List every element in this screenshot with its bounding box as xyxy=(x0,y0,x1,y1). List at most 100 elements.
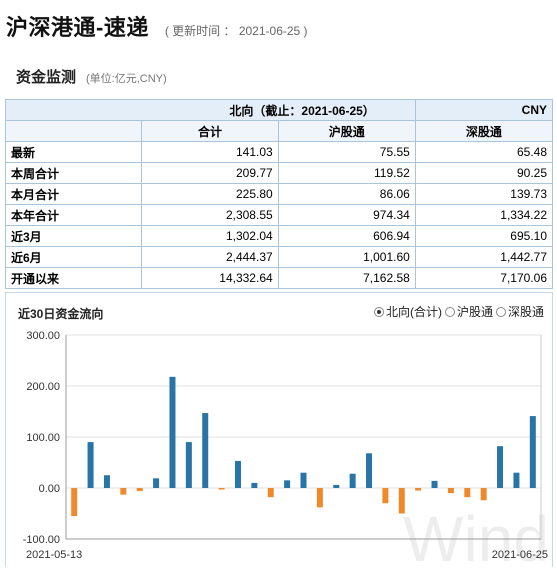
table-row: 本月合计 225.80 86.06 139.73 xyxy=(4,183,554,205)
radio-unselected-icon xyxy=(444,306,455,317)
cell-value: 1,334.22 xyxy=(414,204,554,226)
row-label: 近6月 xyxy=(4,246,143,268)
chart-bar xyxy=(415,488,422,491)
series-selector: 北向(合计) 沪股通 深股通 xyxy=(371,303,544,320)
radio-northbound-total[interactable]: 北向(合计) xyxy=(373,303,442,320)
chart-bar xyxy=(136,488,143,492)
fund-monitor-table: 北向（截止：2021-06-25） CNY 合计 沪股通 深股通 最新 141.… xyxy=(4,99,554,289)
chart-bar xyxy=(480,488,487,501)
y-tick-label: -100.00 xyxy=(23,534,60,546)
cell-value: 139.73 xyxy=(414,183,554,205)
cell-value: 225.80 xyxy=(141,183,279,205)
row-label: 本年合计 xyxy=(4,204,143,226)
watermark-text: Wind xyxy=(403,503,549,568)
cell-value: 75.55 xyxy=(277,141,416,163)
cell-value: 2,444.37 xyxy=(141,246,279,268)
column-header: 合计 xyxy=(141,120,279,142)
row-label: 本周合计 xyxy=(4,162,143,184)
update-time: ( 更新时间 ： 2021-06-25 ) xyxy=(164,24,308,38)
row-label: 开通以来 xyxy=(4,267,143,289)
cell-value: 695.10 xyxy=(414,225,554,247)
table-row: 本年合计 2,308.55 974.34 1,334.22 xyxy=(4,204,554,226)
section-header: 资金监测 (单位:亿元,CNY) xyxy=(16,66,167,87)
radio-shenzhen-connect[interactable]: 深股通 xyxy=(495,303,544,320)
chart-bar xyxy=(497,446,504,488)
table-row: 本周合计 209.77 119.52 90.25 xyxy=(4,162,554,184)
chart-bar xyxy=(349,473,356,488)
cell-value: 7,162.58 xyxy=(277,267,416,289)
radio-selected-icon xyxy=(373,306,384,317)
cell-value: 14,332.64 xyxy=(141,267,279,289)
table-column-header-row: 合计 沪股通 深股通 xyxy=(4,120,554,142)
chart-bar xyxy=(71,488,78,517)
chart-bar xyxy=(153,478,160,488)
cell-value: 65.48 xyxy=(414,141,554,163)
chart-bar xyxy=(251,482,258,488)
page-title: 沪深港通-速递 xyxy=(6,15,149,40)
column-header-blank xyxy=(4,120,143,142)
radio-unselected-icon xyxy=(495,306,506,317)
currency-label: CNY xyxy=(414,99,554,121)
chart-bar xyxy=(529,416,536,488)
y-tick-label: 100.00 xyxy=(26,432,60,444)
chart-bar xyxy=(447,488,454,494)
cell-value: 1,442.77 xyxy=(414,246,554,268)
row-label: 近3月 xyxy=(4,225,143,247)
cell-value: 90.25 xyxy=(414,162,554,184)
fund-flow-chart-panel: 近30日资金流向 北向(合计) 沪股通 深股通 Wind -100.00 0.00 1… xyxy=(5,292,553,568)
table-group-header-row: 北向（截止：2021-06-25） CNY xyxy=(5,99,554,121)
chart-bar xyxy=(333,484,340,488)
section-title: 资金监测 xyxy=(16,69,77,86)
y-tick-label: 300.00 xyxy=(26,330,60,342)
section-unit: (单位:亿元,CNY) xyxy=(86,73,167,85)
chart-bar xyxy=(103,475,110,488)
chart-bar xyxy=(87,442,94,488)
chart-bar xyxy=(218,488,225,490)
table-row: 开通以来 14,332.64 7,162.58 7,170.06 xyxy=(4,267,554,289)
x-tick-label: 2021-05-13 xyxy=(26,549,82,561)
chart-bar xyxy=(284,480,291,488)
chart-bar xyxy=(185,442,192,488)
radio-label: 北向(合计) xyxy=(385,305,442,319)
y-tick-label: 0.00 xyxy=(39,483,60,495)
chart-bar xyxy=(300,472,307,488)
radio-shanghai-connect[interactable]: 沪股通 xyxy=(444,303,493,320)
chart-bar xyxy=(513,472,520,488)
column-header: 沪股通 xyxy=(277,120,416,142)
table-row: 近3月 1,302.04 606.94 695.10 xyxy=(4,225,554,247)
chart-bar xyxy=(120,488,127,495)
chart-bar xyxy=(366,453,373,488)
x-tick-label: 2021-06-25 xyxy=(492,549,548,561)
radio-label: 深股通 xyxy=(507,305,544,319)
cell-value: 141.03 xyxy=(141,141,279,163)
y-tick-label: 200.00 xyxy=(26,381,60,393)
chart-bar xyxy=(169,376,176,488)
group-header: 北向（截止：2021-06-25） xyxy=(5,99,416,121)
cell-value: 974.34 xyxy=(277,204,416,226)
chart-bar xyxy=(202,413,209,488)
chart-bar xyxy=(316,488,323,508)
cell-value: 2,308.55 xyxy=(141,204,279,226)
chart-bar xyxy=(382,488,389,504)
cell-value: 606.94 xyxy=(277,225,416,247)
table-row: 近6月 2,444.37 1,001.60 1,442.77 xyxy=(4,246,554,268)
row-label: 最新 xyxy=(4,141,143,163)
column-header: 深股通 xyxy=(414,120,554,142)
chart-bar xyxy=(398,488,405,514)
table-row: 最新 141.03 75.55 65.48 xyxy=(4,141,554,163)
chart-bar xyxy=(267,488,274,498)
chart-bar xyxy=(464,488,471,498)
chart-bar xyxy=(431,480,438,488)
cell-value: 209.77 xyxy=(141,162,279,184)
cell-value: 1,001.60 xyxy=(277,246,416,268)
cell-value: 7,170.06 xyxy=(414,267,554,289)
row-label: 本月合计 xyxy=(4,183,143,205)
cell-value: 86.06 xyxy=(277,183,416,205)
page-header: 沪深港通-速递 ( 更新时间 ： 2021-06-25 ) xyxy=(6,10,308,40)
chart-title: 近30日资金流向 xyxy=(18,307,104,321)
radio-label: 沪股通 xyxy=(456,305,493,319)
fund-flow-bar-chart: Wind -100.00 0.00 100.00 200.00 300.00 2021-05… xyxy=(23,330,549,568)
chart-bar xyxy=(234,460,241,488)
cell-value: 1,302.04 xyxy=(141,225,279,247)
cell-value: 119.52 xyxy=(277,162,416,184)
